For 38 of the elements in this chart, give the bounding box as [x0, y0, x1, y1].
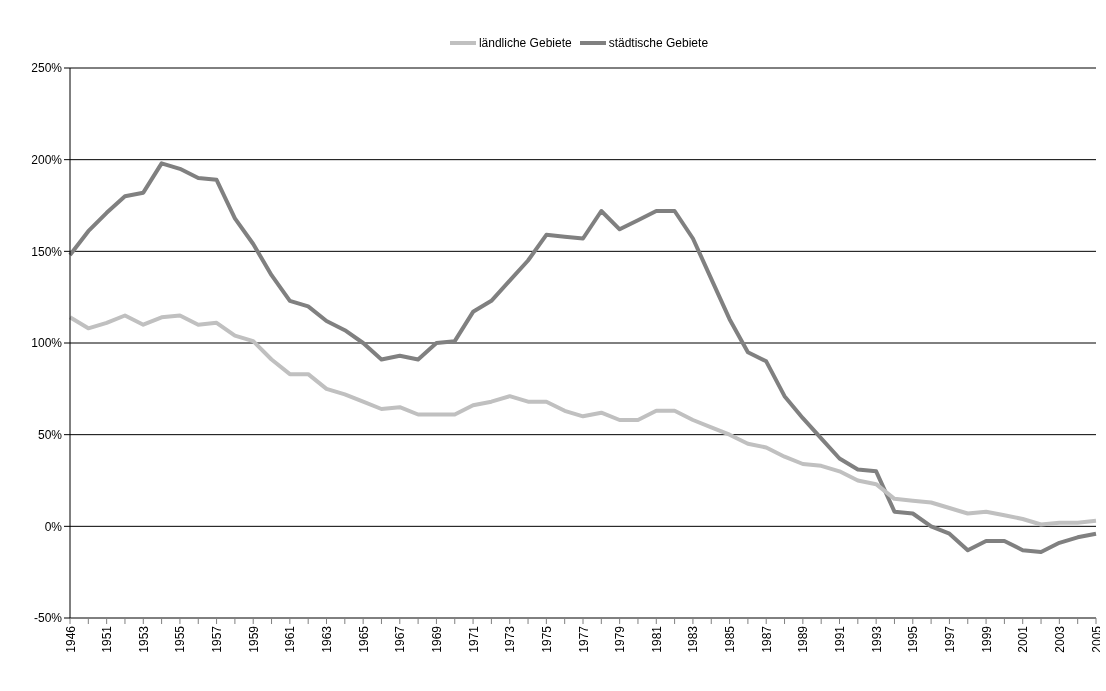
x-tick-label: 1981: [649, 625, 664, 653]
x-tick-label: 1967: [393, 625, 408, 653]
x-tick-label: 1971: [466, 625, 481, 653]
x-tick-label: 1987: [759, 625, 774, 653]
y-tick-label: 100%: [31, 336, 63, 351]
x-tick-label: 2005: [1089, 625, 1104, 653]
x-tick-label: 1999: [979, 625, 994, 653]
y-tick-label: 0%: [44, 519, 63, 534]
x-tick-label: 1951: [100, 625, 115, 653]
x-tick-label: 1969: [429, 625, 444, 653]
legend-label: städtische Gebiete: [608, 36, 709, 50]
x-tick-label: 1957: [210, 625, 225, 653]
x-tick-label: 1965: [356, 625, 371, 653]
legend-label: ländliche Gebiete: [478, 36, 572, 50]
x-tick-label: 2001: [1016, 625, 1031, 653]
x-tick-label: 1983: [686, 625, 701, 653]
x-tick-label: 1975: [539, 625, 554, 653]
x-tick-label: 1997: [942, 625, 957, 653]
x-tick-label: 1946: [63, 625, 78, 653]
y-tick-label: 250%: [31, 61, 63, 76]
y-tick-label: 50%: [37, 427, 63, 442]
x-tick-label: 1985: [723, 625, 738, 653]
x-tick-label: 1955: [173, 625, 188, 653]
x-tick-label: 1979: [613, 625, 628, 653]
x-tick-label: 1959: [246, 625, 261, 653]
y-tick-label: 150%: [31, 244, 63, 259]
x-tick-label: 1989: [796, 625, 811, 653]
x-tick-label: 1963: [320, 625, 335, 653]
y-tick-label: 200%: [31, 152, 63, 167]
x-tick-label: 2003: [1052, 625, 1067, 653]
y-tick-label: -50%: [33, 611, 63, 626]
x-tick-label: 1977: [576, 625, 591, 653]
x-tick-label: 1995: [906, 625, 921, 653]
x-tick-label: 1961: [283, 625, 298, 653]
x-tick-label: 1993: [869, 625, 884, 653]
x-tick-label: 1953: [136, 625, 151, 653]
x-tick-label: 1991: [833, 625, 848, 653]
x-tick-label: 1973: [503, 625, 518, 653]
